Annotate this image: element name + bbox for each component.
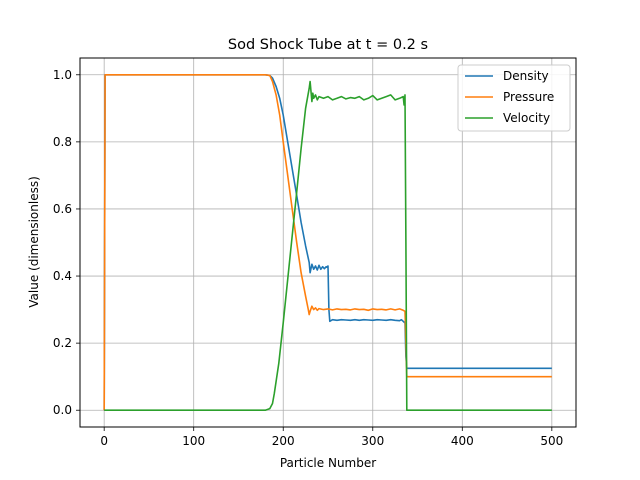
legend-label-density: Density [503,69,549,83]
series-line-density [103,74,552,411]
legend-box [457,64,571,132]
series-line-pressure [103,74,552,411]
x-axis: 0 100 200 300 400 500 [100,427,563,448]
x-tick-label: 100 [182,434,205,448]
legend-label-pressure: Pressure [503,90,554,104]
y-tick-label: 0.4 [53,269,72,283]
chart-title: Sod Shock Tube at t = 0.2 s [228,37,428,53]
plot-area [103,74,552,412]
y-tick-label: 1.0 [53,68,72,82]
legend: Density Pressure Velocity [457,64,571,132]
y-tick-label: 0.6 [53,202,72,216]
x-tick-label: 500 [540,434,563,448]
axes-frame [79,57,577,428]
legend-label-velocity: Velocity [503,111,550,125]
series-line-velocity [104,80,552,412]
y-tick-label: 0.0 [53,403,72,417]
x-axis-label: Particle Number [280,456,376,470]
x-tick-label: 0 [100,434,108,448]
x-tick-label: 300 [361,434,384,448]
y-axis-label: Value (dimensionless) [27,176,41,308]
y-axis: 0.0 0.2 0.4 0.6 0.8 1.0 [53,68,80,417]
y-tick-label: 0.8 [53,135,72,149]
x-tick-label: 200 [272,434,295,448]
y-tick-label: 0.2 [53,336,72,350]
x-tick-label: 400 [451,434,474,448]
